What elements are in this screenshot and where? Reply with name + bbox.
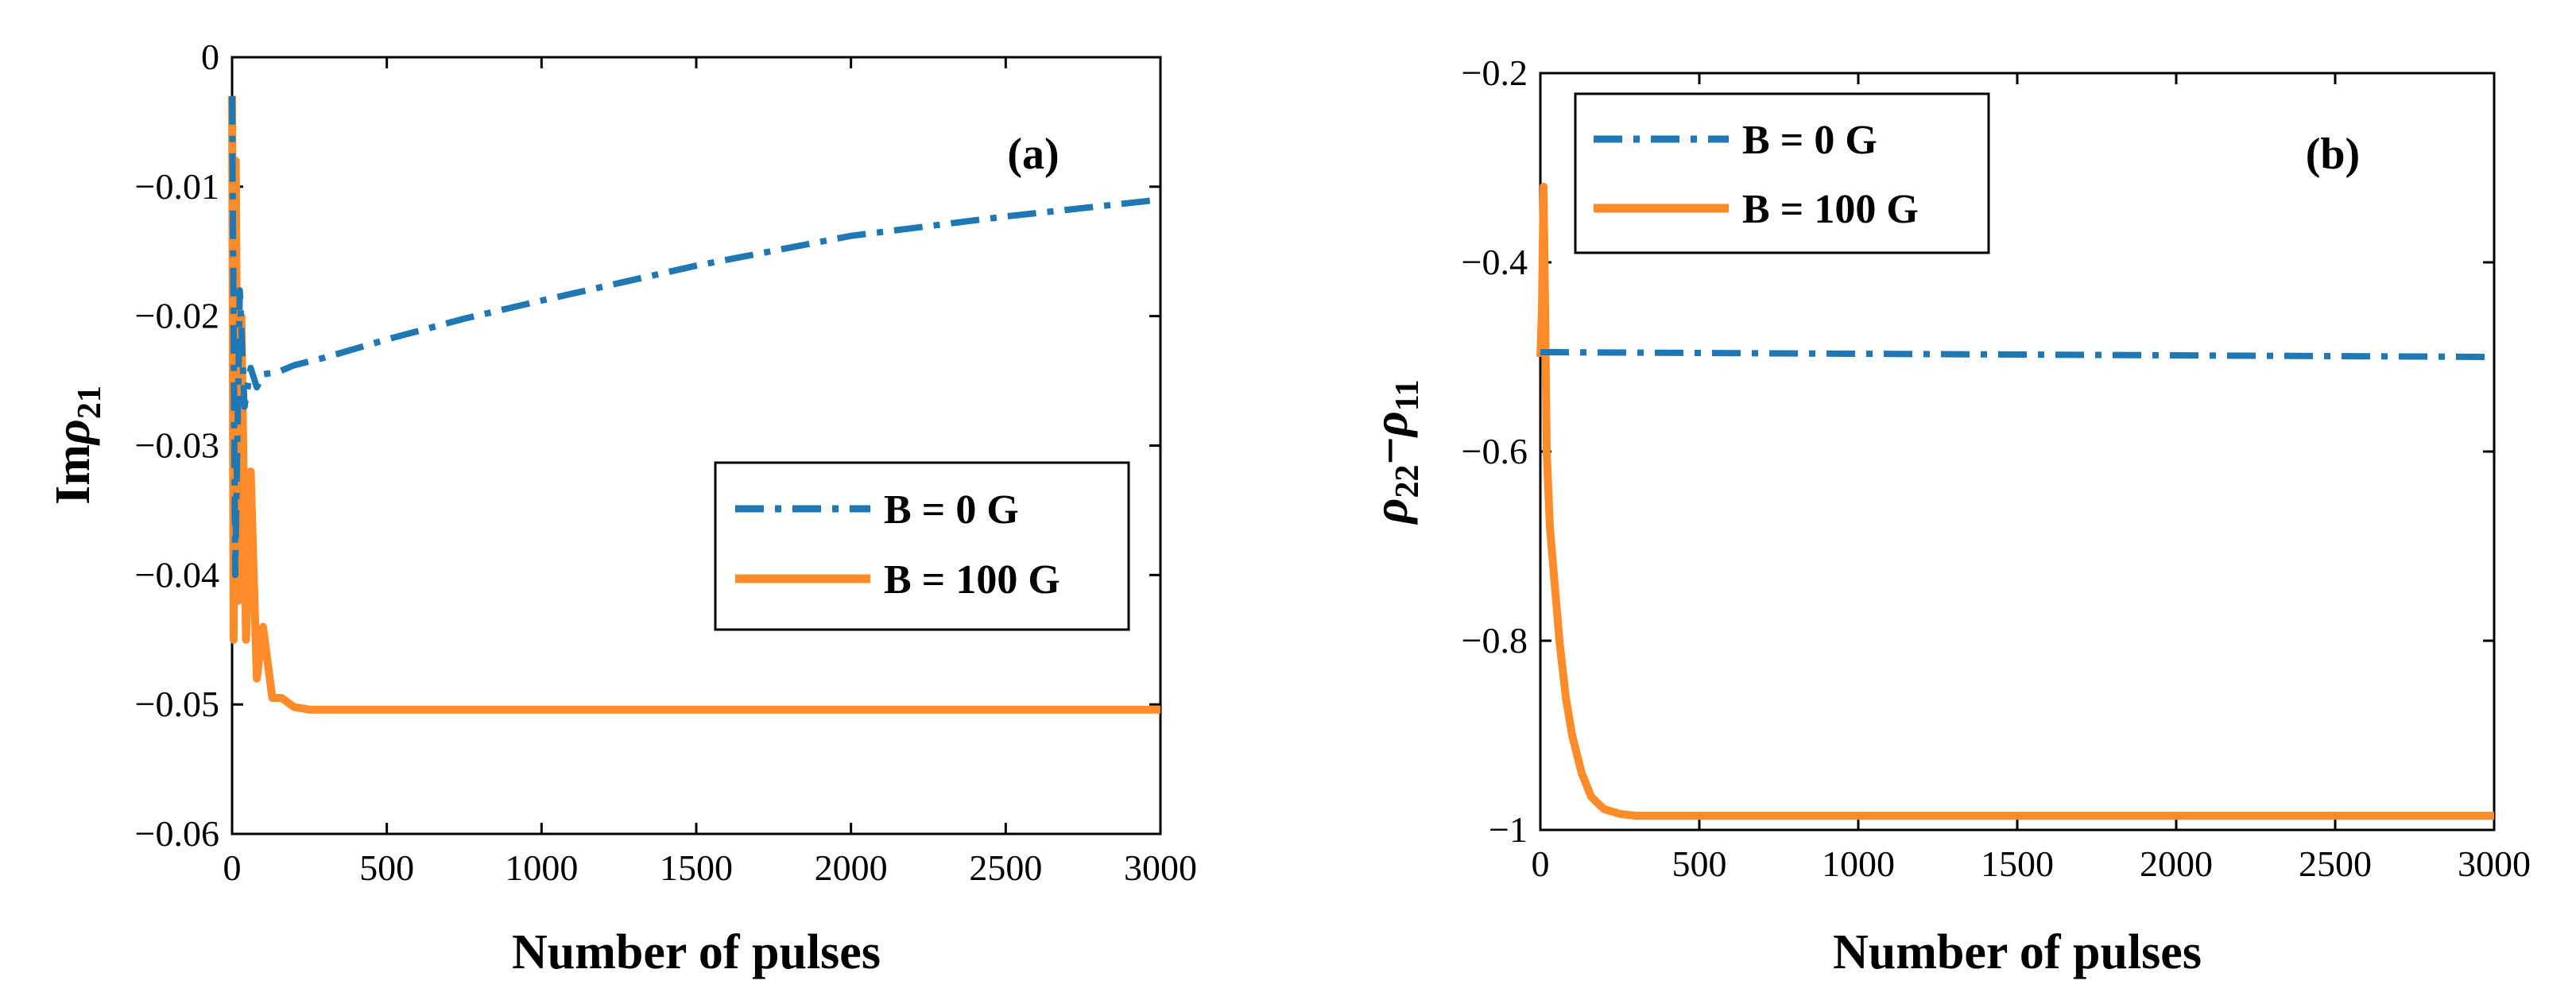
y-tick-label-a-0: 0 (201, 37, 219, 77)
chart-panel-a: 0 500 1000 1500 2000 2500 3000 0 −0.01 −0.02 −0.0… (46, 37, 1197, 979)
panel-label-a: (a) (1007, 130, 1059, 179)
y-axis-label-b: ρ22−ρ11 (1364, 380, 1426, 525)
legend-b: B = 0 G B = 100 G (1574, 92, 1990, 254)
legend-entry-b-0: B = 0 G (1742, 118, 1877, 163)
y-tick-label-b-1: −0.4 (1462, 242, 1528, 282)
y-axis-label-b-subscript-2: 11 (1389, 380, 1426, 412)
y-axis-label-b-symbol-1: ρ (1364, 498, 1418, 525)
panel-label-b: (b) (2306, 130, 2360, 179)
x-tick-label-a-4: 2000 (815, 847, 888, 888)
x-tick-label-a-2: 1000 (505, 847, 578, 888)
y-tick-label-b-4: −1 (1489, 809, 1528, 850)
legend-entry-a-1: B = 100 G (884, 557, 1060, 603)
y-axis-label-b-minus: − (1364, 436, 1418, 464)
x-tick-label-b-2: 1000 (1822, 843, 1895, 884)
x-tick-label-b-5: 2500 (2299, 843, 2372, 884)
x-tick-label-a-0: 0 (223, 847, 242, 888)
chart-panel-b: 0 500 1000 1500 2000 2500 3000 −0.2 −0.4 −0.6 −0.… (1364, 52, 2531, 979)
y-axis-label-a-prefix: Im (46, 444, 100, 505)
y-axis-label-a-subscript: 21 (72, 386, 108, 419)
y-tick-label-b-3: −0.8 (1462, 620, 1528, 661)
y-tick-label-a-5: −0.05 (135, 684, 219, 724)
legend-entry-a-0: B = 0 G (884, 487, 1019, 533)
y-tick-label-a-1: −0.01 (135, 166, 219, 207)
series-line-b-1 (1536, 182, 2494, 820)
x-axis-label-a: Number of pulses (512, 925, 881, 979)
y-axis-label-b-symbol-2: ρ (1364, 411, 1418, 438)
x-tick-label-b-6: 3000 (2458, 843, 2531, 884)
y-axis-label-b-subscript-1: 22 (1389, 465, 1426, 498)
y-tick-label-a-2: −0.02 (135, 296, 219, 336)
x-tick-label-b-4: 2000 (2140, 843, 2213, 884)
series-layer-b (1536, 182, 2495, 820)
legend-box-b (1574, 92, 1990, 254)
y-axis-label-a-symbol: ρ (46, 419, 100, 446)
y-tick-label-b-0: −0.2 (1462, 52, 1528, 93)
x-tick-label-a-6: 3000 (1124, 847, 1197, 888)
x-tick-label-b-0: 0 (1532, 843, 1550, 884)
legend-box-a (714, 461, 1130, 631)
y-tick-label-a-6: −0.06 (135, 813, 219, 854)
legend-entry-b-1: B = 100 G (1742, 187, 1919, 232)
y-axis-label-a: Imρ21 (46, 386, 108, 505)
x-axis-ticks-a: 0 500 1000 1500 2000 2500 3000 (223, 57, 1197, 888)
x-tick-label-b-3: 1500 (1981, 843, 2054, 884)
x-tick-label-a-5: 2500 (969, 847, 1042, 888)
y-tick-label-b-2: −0.6 (1462, 431, 1528, 471)
x-axis-label-b: Number of pulses (1833, 925, 2202, 979)
y-tick-label-a-3: −0.03 (135, 425, 219, 466)
x-axis-ticks-b: 0 500 1000 1500 2000 2500 3000 (1532, 73, 2531, 884)
x-tick-label-a-3: 1500 (660, 847, 733, 888)
y-tick-label-a-4: −0.04 (135, 554, 219, 595)
series-layer-a (228, 95, 1161, 714)
legend-a: B = 0 G B = 100 G (714, 461, 1130, 631)
series-line-a-0 (229, 95, 1161, 579)
plot-frame-a (230, 56, 1162, 835)
y-axis-ticks-a: 0 −0.01 −0.02 −0.03 −0.04 −0.05 −0.06 (135, 37, 1160, 854)
x-tick-label-b-1: 500 (1672, 843, 1727, 884)
x-tick-label-a-1: 500 (359, 847, 414, 888)
series-line-b-0 (1540, 349, 2495, 360)
